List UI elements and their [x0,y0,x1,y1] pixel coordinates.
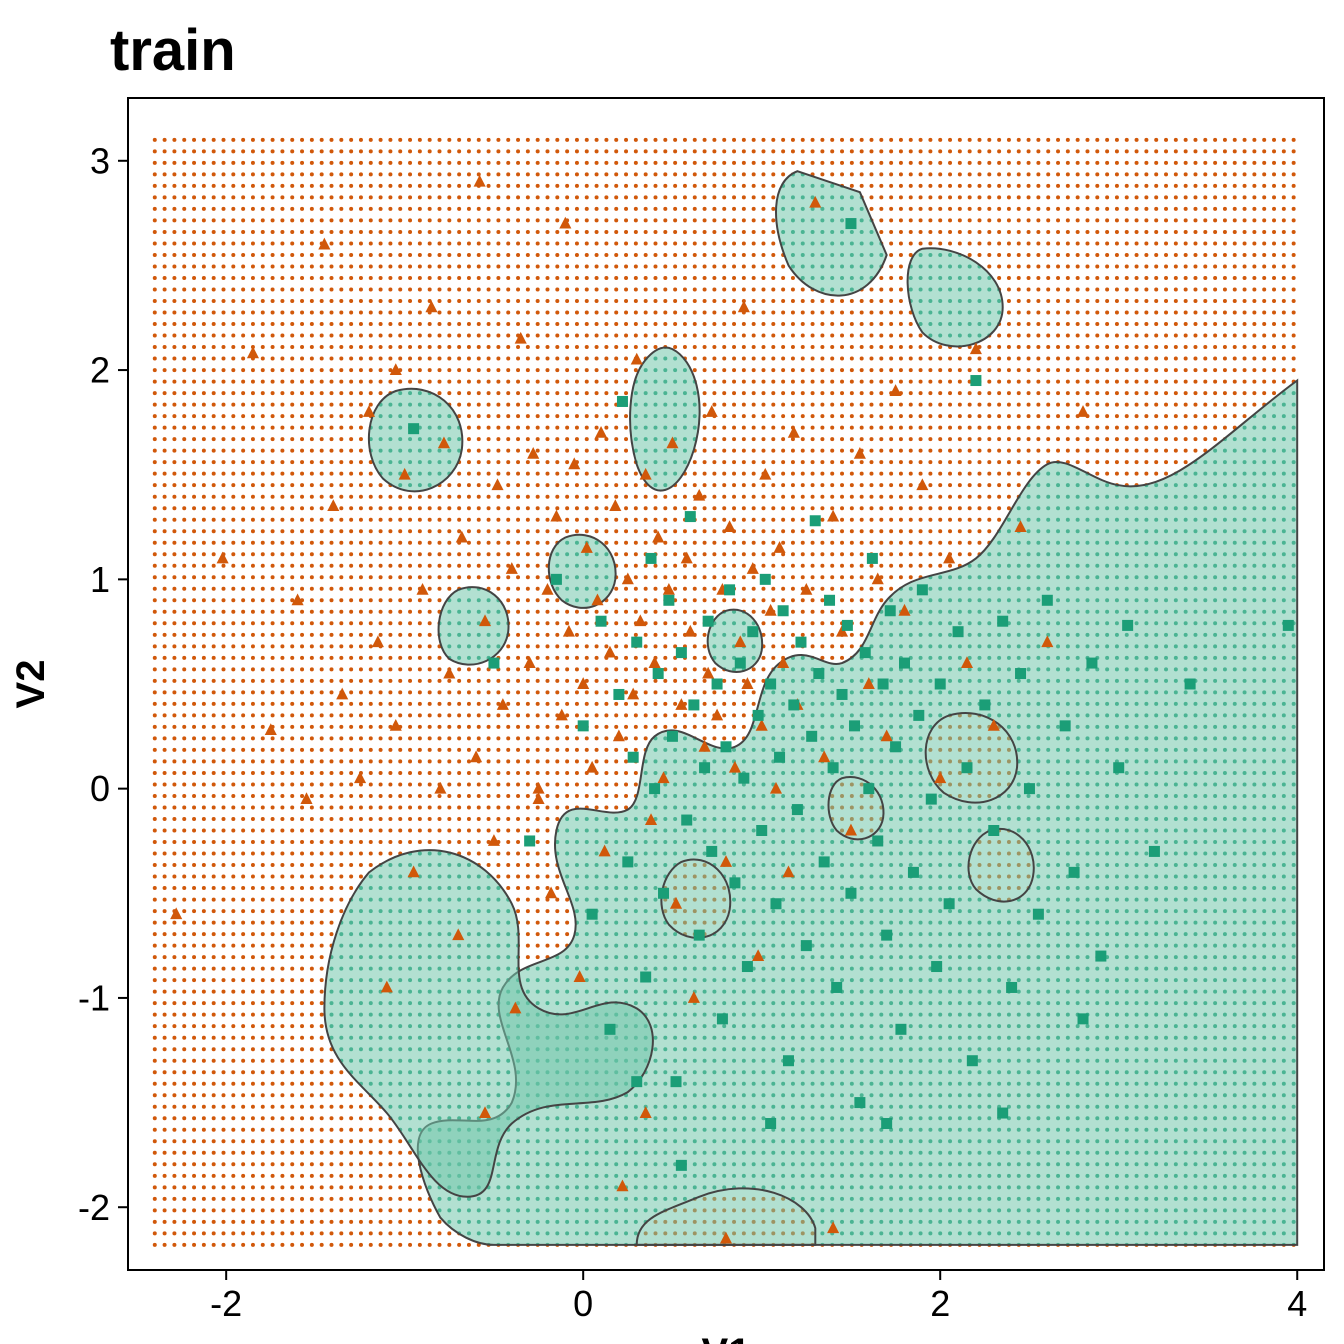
y-tick-label: -2 [78,1187,110,1228]
scatter-plot: -2 0 2 4 -2 -1 0 1 2 3 V1 V2 train [0,0,1344,1344]
x-tick-label: 0 [573,1283,593,1324]
x-tick-label: 4 [1287,1283,1307,1324]
y-tick-label: 1 [90,559,110,600]
y-tick-label: 3 [90,140,110,181]
y-tick-label: -1 [78,978,110,1019]
x-tick-label: 2 [930,1283,950,1324]
y-tick-label: 2 [90,350,110,391]
x-tick-label: -2 [210,1283,242,1324]
x-axis-label: V1 [702,1331,751,1344]
y-axis-label: V2 [9,660,53,709]
chart-title: train [110,18,236,83]
y-tick-label: 0 [90,768,110,809]
chart-container: -2 0 2 4 -2 -1 0 1 2 3 V1 V2 train [0,0,1344,1344]
